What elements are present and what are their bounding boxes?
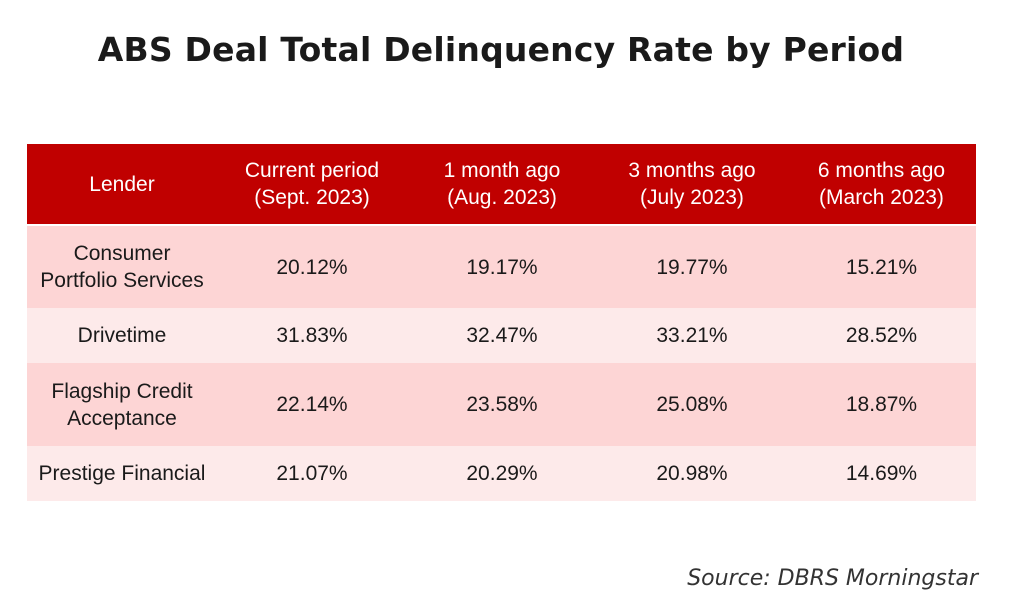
rate-cell: 22.14% [276,393,348,416]
lender-name-line2: Acceptance [67,406,177,430]
rate-cell: 28.52% [845,324,918,347]
delinquency-table: Lender Current period (Sept. 2023) 1 mon… [27,144,976,501]
rate-cell: 32.47% [466,324,538,347]
lender-name-line1: Consumer [73,242,171,265]
chart-title: ABS Deal Total Delinquency Rate by Perio… [97,30,905,69]
table-body: Consumer Portfolio Services 20.12% 19.17… [27,224,976,501]
header-6-months-ago: 6 months ago (March 2023) [787,144,976,225]
header-row: Lender Current period (Sept. 2023) 1 mon… [27,144,976,225]
header-6-months-ago-date: (March 2023) [819,186,944,209]
rate-cell: 33.21% [656,324,728,347]
rate-cell: 19.77% [597,224,787,308]
header-lender: Lender [27,144,217,225]
table-row: Drivetime 31.83% 32.47% 33.21% 28.52% [27,308,976,363]
header-current-period-label: Current period [244,159,380,182]
lender-name-line1: Prestige Financial [38,462,206,485]
header-3-months-ago-label: 3 months ago [628,159,756,182]
header-1-month-ago-date: (Aug. 2023) [447,186,557,209]
header-6-months-ago-label: 6 months ago [817,159,946,182]
lender-cell: Drivetime [27,308,217,363]
table-header: Lender Current period (Sept. 2023) 1 mon… [27,144,976,225]
rate-cell: 25.08% [656,393,728,416]
lender-cell: Consumer Portfolio Services [27,224,217,308]
header-current-period: Current period (Sept. 2023) [217,144,407,225]
header-1-month-ago: 1 month ago (Aug. 2023) [407,144,597,225]
rate-cell: 23.58% [466,393,538,416]
header-3-months-ago-date: (July 2023) [640,186,744,209]
lender-name-line1: Drivetime [77,324,167,347]
rate-cell: 19.17% [407,224,597,308]
lender-cell: Prestige Financial [27,446,217,501]
rate-cell: 20.98% [656,462,728,485]
table-row: Flagship Credit Acceptance 22.14% 23.58%… [27,363,976,446]
rate-cell: 21.07% [276,462,348,485]
rate-cell: 15.21% [787,224,976,308]
lender-name-line1: Flagship Credit [51,379,193,403]
header-1-month-ago-label: 1 month ago [443,159,561,182]
rate-cell: 20.29% [466,462,538,485]
header-3-months-ago: 3 months ago (July 2023) [597,144,787,225]
header-lender-label: Lender [89,172,155,196]
rate-cell: 18.87% [845,393,918,416]
rate-cell: 14.69% [845,462,918,485]
rate-cell: 20.12% [217,224,407,308]
lender-name-line2: Portfolio Services [40,269,204,292]
header-current-period-date: (Sept. 2023) [254,186,370,209]
source-note: Source: DBRS Morningstar [687,566,978,591]
table-row: Prestige Financial 21.07% 20.29% 20.98% … [27,446,976,501]
rate-cell: 31.83% [276,324,348,347]
table-row: Consumer Portfolio Services 20.12% 19.17… [27,224,976,308]
lender-cell: Flagship Credit Acceptance [27,363,217,446]
